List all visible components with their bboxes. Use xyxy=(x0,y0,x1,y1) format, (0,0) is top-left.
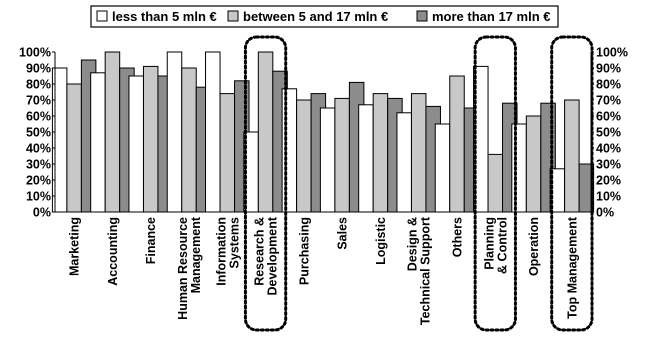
y-tick-label-right: 80% xyxy=(596,78,621,92)
bar-sales-series-1 xyxy=(319,107,336,213)
highlight-box-research-development xyxy=(243,35,288,332)
bar-finance-series-2 xyxy=(142,65,159,213)
x-category-label-research-development: Research &Development xyxy=(253,216,280,295)
y-axis-left: 0% 10% 20% 30% 40% 50% 60% 70% 80% 90% 100% xyxy=(19,46,51,220)
x-category-label-logistic: Logistic xyxy=(374,217,388,265)
bar-design-technical-support-series-2 xyxy=(410,93,427,213)
bar-others-series-2 xyxy=(449,75,465,213)
y-tick-label-left: 20% xyxy=(26,174,51,188)
y-tick-label-right: 10% xyxy=(596,190,621,204)
x-category-label-planning-control: Planning& Control xyxy=(482,217,509,274)
bar-top-management-series-2 xyxy=(564,99,580,213)
legend-label-more-than-17: more than 17 mln € xyxy=(432,9,550,24)
bar-sales-series-2 xyxy=(334,97,350,213)
x-category-label-others: Others xyxy=(451,217,465,257)
bar-accounting-series-2 xyxy=(104,51,121,213)
x-category-label-human-resource-management: Human ResourceManagement xyxy=(176,216,203,320)
y-tick-label-right: 50% xyxy=(596,126,621,140)
x-category-label-sales: Sales xyxy=(336,217,350,250)
category-labels: Marketing Accounting Finance Human Resource… xyxy=(68,216,580,325)
x-category-label-operation: Operation xyxy=(527,217,541,276)
bar-logistic-series-1 xyxy=(358,104,374,213)
y-tick-label-left: 30% xyxy=(26,158,51,172)
x-category-label-top-management: Top Management xyxy=(565,216,579,319)
x-category-label-accounting: Accounting xyxy=(106,217,120,286)
legend-label-5-to-17: between 5 and 17 mln € xyxy=(243,9,388,24)
bars xyxy=(51,51,595,213)
y-tick-label-left: 40% xyxy=(26,142,51,156)
y-tick-label-right: 90% xyxy=(596,62,621,76)
bar-purchasing-series-2 xyxy=(296,99,312,213)
y-tick-label-left: 10% xyxy=(26,190,51,204)
y-tick-label-right: 60% xyxy=(596,110,621,124)
bar-design-technical-support-series-1 xyxy=(396,112,412,213)
y-tick-label-left: 0% xyxy=(33,206,51,220)
highlight-boxes xyxy=(243,35,594,332)
legend-swatch-less-than-5 xyxy=(96,10,108,22)
bar-marketing-series-2 xyxy=(66,83,82,213)
bar-logistic-series-2 xyxy=(372,93,389,213)
y-tick-label-right: 0% xyxy=(596,206,614,220)
y-tick-label-right: 30% xyxy=(596,158,621,172)
y-tick-label-left: 70% xyxy=(26,94,51,108)
bar-human-resource-management-series-2 xyxy=(181,67,197,213)
y-tick-label-left: 50% xyxy=(26,126,51,140)
x-category-label-design-technical-support: Design &Technical Support xyxy=(406,216,433,325)
x-category-label-finance: Finance xyxy=(144,217,158,264)
x-category-label-information-systems: InformationSystems xyxy=(214,217,241,286)
legend-label-less-than-5: less than 5 mln € xyxy=(112,9,217,24)
bar-others-series-1 xyxy=(434,123,451,213)
legend-swatch-more-than-17 xyxy=(416,10,428,22)
y-tick-label-left: 90% xyxy=(26,62,51,76)
bar-information-systems-series-2 xyxy=(219,93,236,213)
legend-frame xyxy=(90,5,559,28)
bar-operation-series-2 xyxy=(525,115,542,213)
x-category-label-purchasing: Purchasing xyxy=(297,217,311,285)
y-tick-label-right: 20% xyxy=(596,174,621,188)
y-axis-right: 0% 10% 20% 30% 40% 50% 60% 70% 80% 90% 100% xyxy=(596,46,628,220)
highlight-box-top-management xyxy=(550,35,594,332)
highlight-box-planning-control xyxy=(473,35,517,332)
y-tick-label-left: 60% xyxy=(26,110,51,124)
y-tick-label-right: 100% xyxy=(596,46,628,60)
bar-accounting-series-1 xyxy=(90,72,106,213)
bar-planning-control-series-2 xyxy=(487,153,504,213)
y-tick-label-left: 80% xyxy=(26,78,51,92)
x-category-label-marketing: Marketing xyxy=(68,217,82,276)
bar-human-resource-management-series-1 xyxy=(166,51,183,213)
y-tick-label-right: 70% xyxy=(596,94,621,108)
bar-research-development-series-2 xyxy=(257,51,274,213)
bar-information-systems-series-1 xyxy=(205,51,221,213)
legend: less than 5 mln € between 5 and 17 mln €… xyxy=(90,5,559,28)
bar-finance-series-1 xyxy=(128,75,144,213)
y-tick-label-left: 100% xyxy=(19,46,51,60)
y-tick-label-right: 40% xyxy=(596,142,621,156)
legend-swatch-5-to-17 xyxy=(227,10,239,22)
